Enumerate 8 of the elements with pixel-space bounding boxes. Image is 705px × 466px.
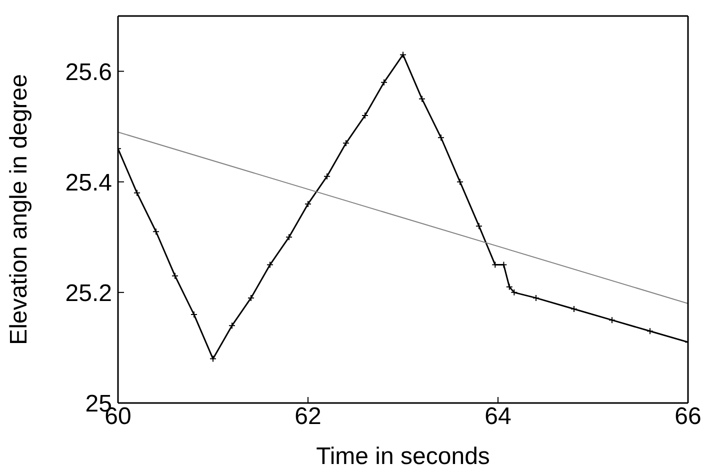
y-axis-title: Elevation angle in degree xyxy=(6,74,33,345)
x-tick-label: 62 xyxy=(294,403,322,430)
x-tick-label: 66 xyxy=(674,403,702,430)
y-tick-label: 25.2 xyxy=(65,280,112,307)
y-tick-label: 25.6 xyxy=(65,58,112,86)
x-tick-label: 64 xyxy=(484,403,512,430)
y-tick-label: 25.4 xyxy=(65,169,112,196)
x-axis-title: Time in seconds xyxy=(316,443,490,466)
